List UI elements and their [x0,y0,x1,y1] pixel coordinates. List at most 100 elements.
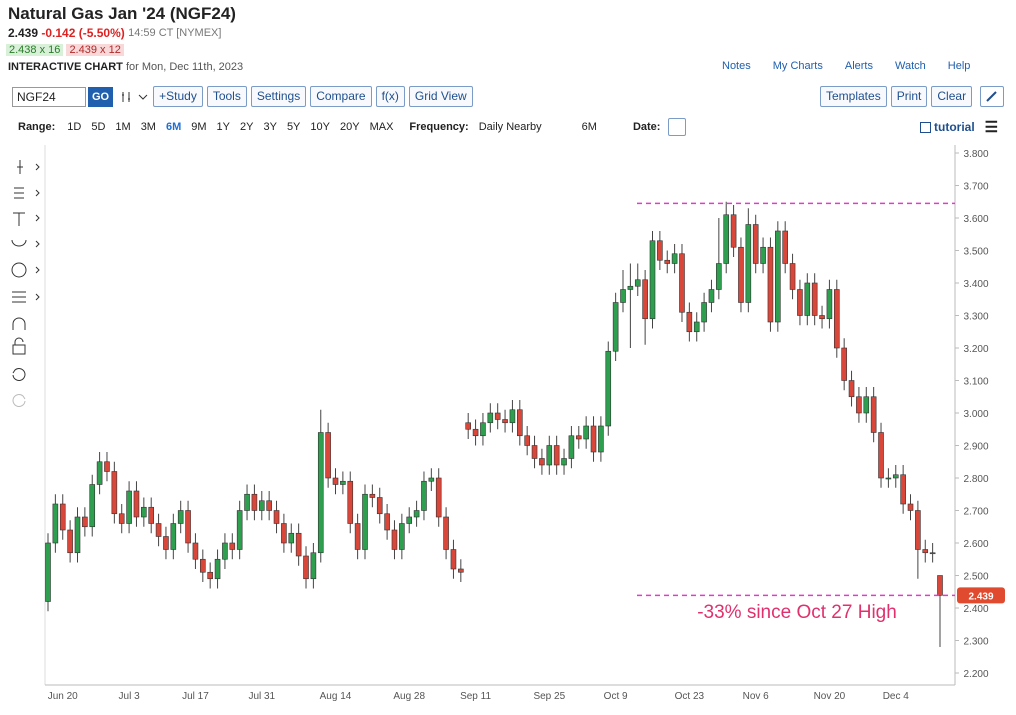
candle-body [546,445,553,466]
y-tick-label: 3.700 [963,182,988,193]
range-option[interactable]: 3Y [263,121,277,133]
y-tick-label: 3.600 [963,214,988,225]
x-tick-label: Jun 20 [48,691,78,702]
x-tick-label: Nov 6 [743,691,770,702]
x-tick-label: Nov 20 [814,691,846,702]
last-price: 2.439 [8,26,39,40]
draw-button[interactable] [980,86,1004,107]
y-tick-label: 3.500 [963,247,988,258]
frequency-label: Frequency: [409,121,469,133]
period-select[interactable]: 6M [581,121,597,133]
candle-body [634,279,641,287]
candle-body [362,493,368,550]
tool-button[interactable]: +Study [153,86,203,107]
candle-body [222,542,228,560]
range-option[interactable]: 1D [67,121,82,133]
title: Natural Gas Jan '24 (NGF24) [8,4,236,23]
go-button[interactable]: GO [88,86,114,107]
range-option[interactable]: 3M [140,121,156,133]
last-price-label: 2.439 [968,591,993,602]
date-picker[interactable] [668,118,687,136]
candle-body [74,516,81,554]
range-option[interactable]: 10Y [310,121,330,133]
candle-body [89,484,96,528]
candle-body [214,558,221,580]
range-label: Range: [18,121,56,133]
tool-button[interactable]: Compare [310,86,372,107]
tutorial-text: tutorial [934,120,975,134]
candle-body [590,425,597,453]
action-button[interactable]: Templates [820,86,887,107]
action-button[interactable]: Print [890,86,928,107]
candle-body [317,432,324,554]
y-tick-label: 3.100 [963,377,988,388]
range-option[interactable]: 20Y [339,121,360,133]
candle-body [922,549,929,554]
header-link[interactable]: Help [947,60,971,72]
tutorial-link[interactable]: tutorial ☰ [920,118,998,136]
candle-body [52,503,59,544]
candle-body [177,510,184,524]
frequency-select[interactable]: Daily Nearby [478,121,542,133]
tool-button[interactable]: Settings [250,86,307,107]
candle-body [671,253,678,264]
header-link[interactable]: Notes [722,60,751,72]
tool-button[interactable]: f(x) [375,86,405,107]
header-link[interactable]: Alerts [844,60,873,72]
candle-body [620,289,626,303]
symbol-input[interactable]: NGF24 [12,86,86,107]
candle-body [553,445,560,466]
candle-body [531,445,538,459]
candle-body [627,285,634,290]
change-pct: (-5.50%) [78,26,125,40]
candle-body [649,240,656,320]
action-button[interactable]: Clear [931,86,973,107]
range-option[interactable]: 1M [115,121,131,133]
candle-body [332,477,339,485]
candle-body [811,282,818,316]
candle-body [111,471,118,515]
y-tick-label: 3.400 [963,279,988,290]
candle-body [929,552,936,555]
range-option[interactable]: 5D [91,121,106,133]
tool-button[interactable]: Tools [206,86,247,107]
candle-body [664,259,671,264]
candle-body [892,474,899,479]
candle-body [288,532,295,544]
header-link[interactable]: Watch [895,60,926,72]
header-link[interactable]: My Charts [772,60,823,72]
candle-body [833,289,840,349]
candle-body [885,477,892,480]
symbol-menu-icon[interactable] [113,87,153,107]
candle-body [730,214,737,248]
y-tick-label: 2.400 [963,604,988,615]
range-option[interactable]: MAX [369,121,394,133]
range-option[interactable]: 9M [191,121,207,133]
candle-body [369,493,376,498]
candle-body [67,529,73,554]
tool-button[interactable]: Grid View [408,86,473,107]
quote-time: 14:59 CT [NYMEX] [128,27,222,39]
candle-body [295,532,302,557]
x-tick-label: Aug 28 [393,691,425,702]
candle-body [118,513,125,524]
range-option[interactable]: 2Y [240,121,254,133]
range-option[interactable]: 6M [165,121,182,133]
candle-body [472,428,479,437]
candle-body [870,396,877,433]
candle-body [170,523,177,550]
y-tick-label: 3.800 [963,149,988,160]
x-tick-label: Sep 25 [533,691,565,702]
candle-body [399,523,405,550]
range-option[interactable]: 1Y [216,121,230,133]
candle-body [605,350,612,427]
candle-body [502,419,508,424]
candle-body [575,435,582,440]
candle-body [568,435,575,459]
annotation-text: -33% since Oct 27 High [697,602,897,623]
candle-body [775,230,781,323]
range-option[interactable]: 5Y [286,121,301,133]
x-tick-label: Jul 17 [182,691,209,702]
candle-body [435,477,442,518]
last-price-tag [957,587,1005,604]
